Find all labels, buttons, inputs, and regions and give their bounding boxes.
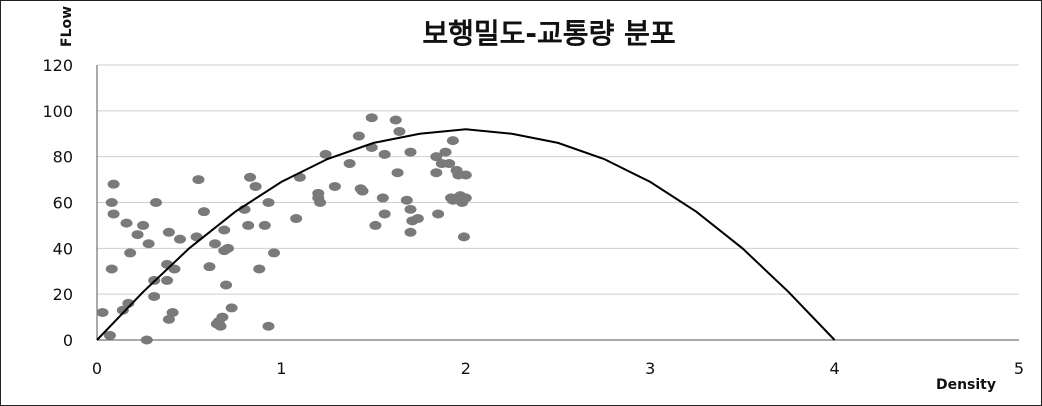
data-point bbox=[262, 321, 275, 331]
x-axis-title: Density bbox=[936, 377, 996, 393]
data-point bbox=[356, 186, 369, 196]
data-point bbox=[430, 152, 443, 162]
x-tick-label: 4 bbox=[830, 359, 840, 378]
data-point bbox=[140, 335, 153, 345]
data-point bbox=[439, 147, 452, 157]
y-tick-label: 60 bbox=[53, 194, 73, 213]
data-point bbox=[290, 214, 303, 224]
data-point bbox=[148, 291, 161, 301]
data-point bbox=[168, 264, 181, 274]
x-tick-label: 3 bbox=[645, 359, 655, 378]
fit-curve-line bbox=[96, 128, 836, 341]
data-point bbox=[161, 275, 174, 285]
data-point bbox=[103, 330, 116, 340]
data-point bbox=[105, 264, 118, 274]
data-point bbox=[220, 280, 233, 290]
x-tick-label: 0 bbox=[92, 359, 102, 378]
y-axis-title: FLow bbox=[59, 6, 75, 47]
axes bbox=[96, 65, 1019, 341]
fit-curve bbox=[96, 128, 836, 341]
tick-labels: 0 20 40 60 80 100 120 0 1 2 3 4 5 bbox=[42, 56, 1024, 378]
data-point bbox=[137, 220, 150, 230]
data-point bbox=[268, 248, 281, 258]
data-point bbox=[203, 262, 216, 272]
data-point bbox=[378, 209, 391, 219]
y-tick-label: 120 bbox=[42, 56, 73, 75]
data-point bbox=[162, 227, 175, 237]
x-tick-label: 2 bbox=[461, 359, 471, 378]
data-point bbox=[319, 149, 332, 159]
data-point bbox=[107, 209, 120, 219]
data-point bbox=[391, 168, 404, 178]
data-point bbox=[162, 314, 175, 324]
data-point bbox=[192, 175, 205, 185]
data-point bbox=[209, 239, 222, 249]
gridlines bbox=[97, 64, 1019, 295]
data-point bbox=[142, 239, 155, 249]
data-point bbox=[150, 198, 163, 207]
data-point bbox=[197, 207, 210, 217]
data-points bbox=[96, 113, 472, 345]
data-point bbox=[376, 193, 389, 203]
data-point bbox=[314, 198, 327, 207]
data-point bbox=[166, 308, 179, 317]
data-point bbox=[443, 159, 456, 169]
y-tick-label: 40 bbox=[53, 239, 73, 258]
data-point bbox=[404, 227, 417, 237]
data-point bbox=[262, 198, 275, 207]
data-point bbox=[404, 204, 417, 214]
data-point bbox=[214, 321, 227, 331]
x-tick-label: 5 bbox=[1014, 359, 1024, 378]
data-point bbox=[404, 147, 417, 157]
data-point bbox=[105, 198, 118, 207]
data-point bbox=[352, 131, 365, 141]
data-point bbox=[459, 193, 472, 203]
y-tick-label: 100 bbox=[42, 102, 73, 121]
data-point bbox=[393, 126, 406, 136]
data-point bbox=[124, 248, 137, 258]
chart-title: 보행밀도-교통량 분포 bbox=[422, 17, 675, 50]
data-point bbox=[378, 149, 391, 159]
data-point bbox=[96, 308, 109, 317]
data-point bbox=[459, 170, 472, 180]
x-tick-label: 1 bbox=[276, 359, 286, 378]
data-point bbox=[446, 136, 459, 146]
data-point bbox=[343, 159, 356, 169]
data-point bbox=[411, 214, 424, 224]
data-point bbox=[258, 220, 271, 230]
data-point bbox=[328, 181, 341, 191]
data-point bbox=[116, 305, 129, 315]
data-point bbox=[244, 172, 257, 182]
y-tick-label: 80 bbox=[53, 148, 73, 167]
data-point bbox=[216, 312, 229, 322]
data-point bbox=[120, 218, 133, 228]
data-point bbox=[253, 264, 266, 274]
data-point bbox=[107, 179, 120, 189]
data-point bbox=[457, 232, 470, 242]
data-point bbox=[389, 115, 402, 125]
data-point bbox=[221, 243, 234, 253]
data-point bbox=[242, 220, 255, 230]
data-point bbox=[225, 303, 238, 313]
data-point bbox=[365, 113, 378, 123]
data-point bbox=[369, 220, 382, 230]
data-point bbox=[430, 168, 443, 178]
data-point bbox=[218, 225, 231, 235]
data-point bbox=[432, 209, 445, 219]
y-tick-label: 20 bbox=[53, 285, 73, 304]
data-point bbox=[131, 230, 144, 240]
data-point bbox=[173, 234, 186, 244]
y-tick-label: 0 bbox=[63, 331, 73, 350]
data-point bbox=[249, 181, 262, 191]
data-point bbox=[400, 195, 413, 205]
